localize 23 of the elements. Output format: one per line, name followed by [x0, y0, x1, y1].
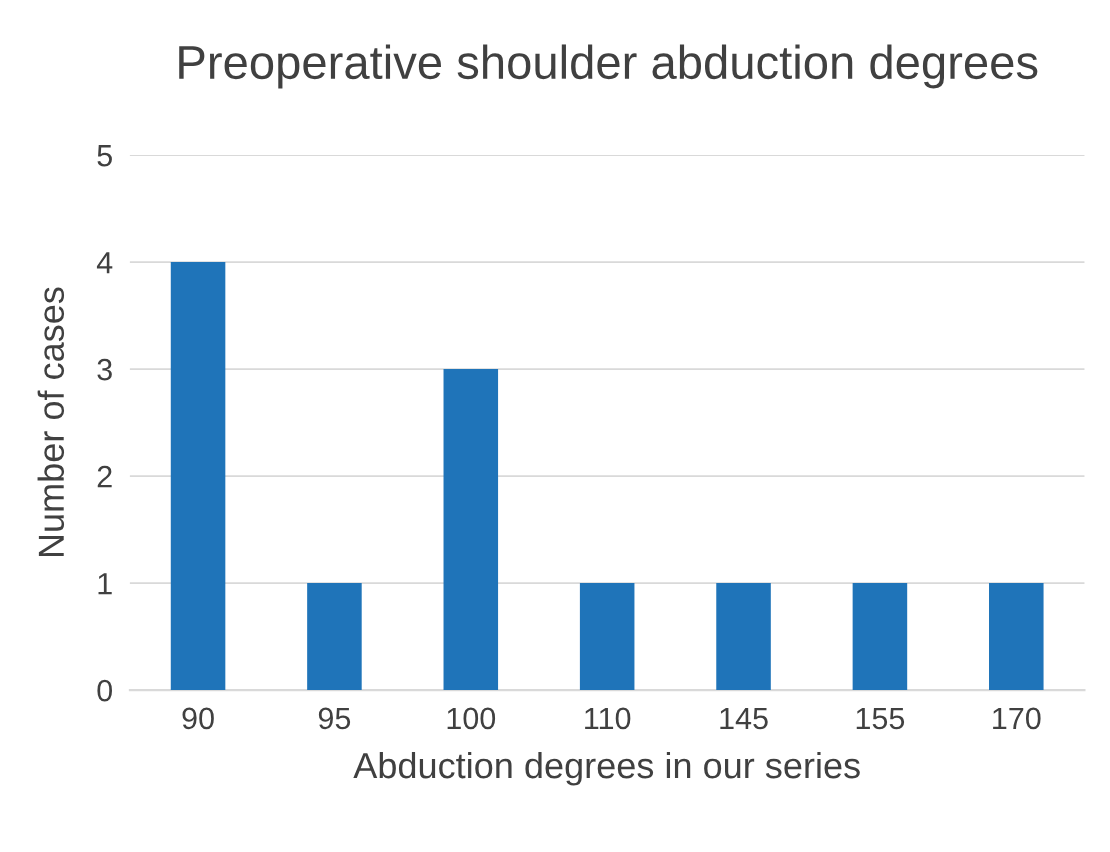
bar [852, 583, 908, 691]
bar [170, 262, 226, 691]
y-axis-title: Number of cases [37, 287, 65, 557]
y-tick-label: 3 [97, 358, 112, 381]
x-tick-label: 155 [856, 707, 905, 730]
y-tick-label: 2 [97, 465, 112, 488]
y-tick-label: 5 [97, 145, 112, 167]
bar [579, 583, 635, 691]
x-axis-title: Abduction degrees in our series [353, 751, 860, 786]
x-tick-label: 90 [182, 707, 214, 730]
x-tick-label: 95 [318, 707, 351, 730]
chart-title: Preoperative shoulder abduction degrees [179, 44, 1038, 89]
y-tick-label: 0 [97, 679, 113, 702]
bar [307, 583, 362, 691]
x-tick-label: 145 [720, 707, 768, 730]
y-tick-label: 4 [96, 252, 113, 274]
bar [989, 583, 1044, 691]
x-tick-label: 100 [447, 707, 496, 730]
bar [716, 583, 771, 691]
x-tick-label: 110 [585, 707, 631, 730]
x-tick-label: 170 [993, 707, 1041, 730]
bar [443, 369, 499, 691]
y-tick-label: 1 [98, 573, 112, 595]
